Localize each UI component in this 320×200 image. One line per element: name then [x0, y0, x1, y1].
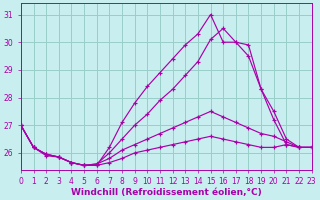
- X-axis label: Windchill (Refroidissement éolien,°C): Windchill (Refroidissement éolien,°C): [71, 188, 262, 197]
